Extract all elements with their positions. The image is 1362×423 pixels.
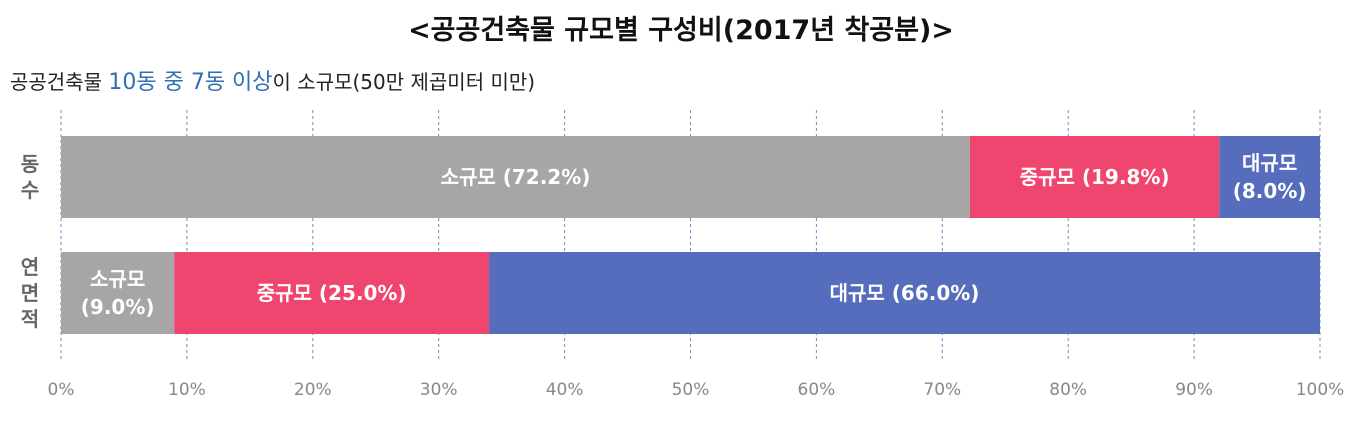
chart-subtitle: 공공건축물 10동 중 7동 이상이 소규모(50만 제곱미터 미만) [10,64,535,96]
x-tick-label: 80% [1049,380,1087,400]
x-tick-label: 60% [798,380,836,400]
x-tick-label: 0% [48,380,75,400]
data-label: 대규모 (66.0%) [830,281,980,305]
data-label: 소규모 (9.0%) [81,267,155,319]
subtitle-pre: 공공건축물 [10,70,109,94]
x-tick-label: 30% [420,380,458,400]
data-label: 중규모 (19.8%) [1020,165,1170,189]
chart-title: <공공건축물 규모별 구성비(2017년 착공분)> [408,15,954,46]
x-tick-label: 20% [294,380,332,400]
x-tick-label: 50% [672,380,710,400]
data-label: 소규모 (72.2%) [441,165,591,189]
bar-segment-large [1219,136,1320,218]
x-tick-label: 10% [168,380,206,400]
bar-segment-small [61,252,175,334]
bar-segment-large [489,252,1320,334]
x-tick-label: 40% [546,380,584,400]
subtitle-post: 이 소규모(50만 제곱미터 미만) [272,70,536,94]
subtitle-highlight: 10동 중 7동 이상 [108,70,273,95]
bar-segment-medium [969,136,1220,218]
x-tick-label: 70% [923,380,961,400]
bar-segment-small [61,136,970,218]
data-label: 대규모 (8.0%) [1233,151,1307,203]
x-tick-label: 90% [1175,380,1213,400]
x-tick-label: 100% [1296,380,1345,400]
bar-segment-medium [174,252,490,334]
data-label: 중규모 (25.0%) [257,281,407,305]
